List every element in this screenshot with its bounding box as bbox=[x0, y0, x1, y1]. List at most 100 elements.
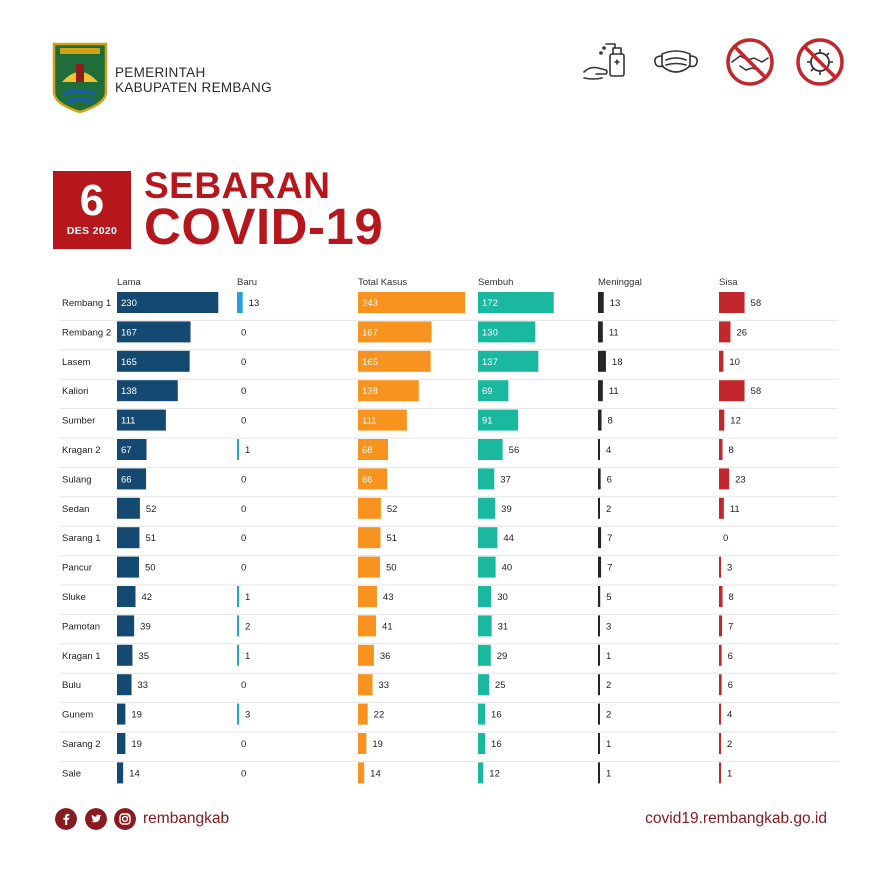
row-label: Sulang bbox=[62, 474, 92, 485]
bar-value-label: 3 bbox=[245, 710, 250, 721]
bar-3 bbox=[478, 644, 491, 666]
org-line-2: KABUPATEN REMBANG bbox=[115, 80, 272, 95]
bar-value-label: 39 bbox=[140, 621, 151, 632]
bar-value-label: 3 bbox=[606, 621, 611, 632]
bar-value-label: 0 bbox=[241, 386, 246, 397]
bar-3 bbox=[478, 733, 486, 754]
bar-value-label: 14 bbox=[370, 768, 381, 779]
bar-value-label: 26 bbox=[736, 327, 747, 338]
bar-value-label: 7 bbox=[728, 621, 733, 632]
bar-value-label: 69 bbox=[482, 386, 493, 397]
no-handshake-icon bbox=[726, 38, 774, 86]
series-header-2: Total Kasus bbox=[358, 277, 407, 288]
bar-3 bbox=[478, 321, 536, 343]
bar-value-label: 33 bbox=[379, 680, 390, 691]
social-handle[interactable]: rembangkab bbox=[143, 810, 230, 827]
series-header-1: Baru bbox=[237, 277, 257, 288]
bar-0 bbox=[117, 703, 126, 725]
bar-2 bbox=[358, 468, 388, 490]
facebook-icon[interactable] bbox=[55, 808, 77, 830]
bar-value-label: 1 bbox=[606, 651, 611, 662]
series-header-4: Meninggal bbox=[598, 277, 642, 288]
bar-2 bbox=[358, 615, 377, 637]
bar-value-label: 12 bbox=[489, 768, 500, 779]
series-header-0: Lama bbox=[117, 277, 141, 288]
bar-value-label: 19 bbox=[131, 710, 142, 721]
bar-value-label: 13 bbox=[610, 298, 621, 309]
bar-value-label: 4 bbox=[727, 710, 732, 721]
bar-value-label: 30 bbox=[497, 592, 508, 603]
bar-3 bbox=[478, 497, 496, 519]
bar-2 bbox=[358, 703, 368, 725]
face-mask-icon bbox=[654, 50, 698, 73]
bar-4 bbox=[598, 292, 604, 313]
bar-value-label: 13 bbox=[249, 298, 260, 309]
bar-value-label: 167 bbox=[121, 327, 137, 338]
bar-value-label: 2 bbox=[245, 621, 250, 632]
bar-3 bbox=[478, 439, 503, 460]
bar-5 bbox=[719, 674, 722, 696]
bar-value-label: 6 bbox=[728, 651, 733, 662]
bar-3 bbox=[478, 350, 539, 372]
bar-value-label: 91 bbox=[482, 416, 493, 427]
bar-4 bbox=[598, 762, 600, 784]
row-label: Bulu bbox=[62, 680, 81, 691]
bar-value-label: 3 bbox=[727, 563, 732, 574]
bar-value-label: 138 bbox=[362, 386, 378, 397]
bar-value-label: 18 bbox=[612, 357, 623, 368]
bar-value-label: 12 bbox=[730, 416, 741, 427]
bar-4 bbox=[598, 380, 603, 402]
bar-value-label: 35 bbox=[138, 651, 149, 662]
row-label: Pancur bbox=[62, 563, 92, 574]
bar-value-label: 111 bbox=[121, 416, 135, 427]
bar-value-label: 14 bbox=[129, 768, 140, 779]
bar-value-label: 36 bbox=[380, 651, 391, 662]
bar-0 bbox=[117, 644, 133, 666]
bar-value-label: 167 bbox=[362, 327, 378, 338]
bar-value-label: 25 bbox=[495, 680, 506, 691]
bar-5 bbox=[719, 556, 721, 578]
bar-5 bbox=[719, 380, 745, 402]
bar-value-label: 43 bbox=[383, 592, 394, 603]
bar-0 bbox=[117, 409, 166, 431]
instagram-icon[interactable] bbox=[114, 808, 136, 830]
bar-3 bbox=[478, 615, 492, 637]
bar-value-label: 58 bbox=[751, 386, 762, 397]
row-label: Kragan 2 bbox=[62, 445, 101, 456]
bar-0 bbox=[117, 615, 135, 637]
bar-1 bbox=[237, 292, 243, 313]
kabupaten-emblem-logo bbox=[52, 42, 108, 114]
row-label: Lasem bbox=[62, 357, 91, 368]
row-label: Pamotan bbox=[62, 621, 100, 632]
bar-1 bbox=[237, 439, 239, 460]
bar-4 bbox=[598, 497, 600, 519]
bar-5 bbox=[719, 439, 723, 460]
bar-value-label: 44 bbox=[503, 533, 514, 544]
bar-value-label: 51 bbox=[145, 533, 156, 544]
bar-1 bbox=[237, 644, 239, 666]
bar-2 bbox=[358, 292, 465, 313]
bar-0 bbox=[117, 586, 136, 607]
bar-2 bbox=[358, 556, 381, 578]
row-label: Sumber bbox=[62, 416, 95, 427]
header: PEMERINTAH KABUPATEN REMBANG bbox=[0, 0, 880, 130]
bar-5 bbox=[719, 644, 722, 666]
bar-value-label: 50 bbox=[145, 563, 156, 574]
bar-5 bbox=[719, 615, 723, 637]
website-link[interactable]: covid19.rembangkab.go.id bbox=[645, 810, 827, 827]
row-label: Gunem bbox=[62, 710, 93, 721]
bar-4 bbox=[598, 350, 606, 372]
bar-value-label: 2 bbox=[606, 504, 611, 515]
row-label: Sluke bbox=[62, 592, 86, 603]
bar-4 bbox=[598, 321, 603, 343]
bar-0 bbox=[117, 292, 219, 313]
bar-4 bbox=[598, 409, 602, 431]
twitter-icon[interactable] bbox=[85, 808, 107, 830]
bar-value-label: 165 bbox=[121, 357, 137, 368]
bar-3 bbox=[478, 674, 490, 696]
bar-value-label: 0 bbox=[241, 768, 246, 779]
bar-value-label: 1 bbox=[606, 739, 611, 750]
bar-value-label: 31 bbox=[498, 621, 509, 632]
bar-0 bbox=[117, 468, 147, 490]
row-label: Kaliori bbox=[62, 386, 88, 397]
